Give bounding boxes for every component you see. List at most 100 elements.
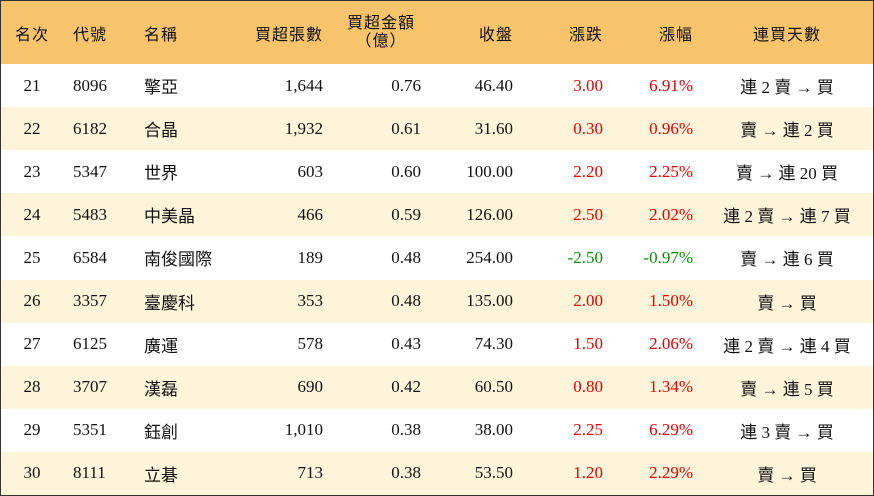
- table-cell: 漢磊: [144, 379, 178, 399]
- table-cell: 30: [23, 463, 41, 483]
- table-cell: 3357: [73, 291, 107, 311]
- table-cell: 連 2 賣 → 連 7 買: [723, 207, 851, 227]
- table-cell: 74.30: [474, 334, 513, 354]
- table-cell: 中美晶: [144, 207, 195, 227]
- table-cell: 21: [23, 75, 41, 95]
- table-cell: 1.34%: [649, 377, 693, 397]
- table-cell: 2.25%: [649, 161, 693, 181]
- table-cell: 353: [297, 291, 324, 311]
- table-cell: 賣 → 連 2 買: [740, 121, 834, 141]
- table-cell: 0.61: [391, 118, 421, 138]
- table-cell: 1.20: [573, 463, 603, 483]
- table-row: 25 6584 南俊國際 189 0.48 254.00 -2.50 -0.97% 賣 → 連 …: [1, 236, 873, 280]
- table-cell: 690: [297, 377, 324, 397]
- table-cell: 2.29%: [649, 463, 693, 483]
- table-cell: 23: [23, 161, 41, 181]
- table-cell: 6182: [73, 118, 107, 138]
- table-cell: 254.00: [466, 247, 513, 267]
- table-cell: 5483: [73, 204, 107, 224]
- table-cell: 0.76: [391, 75, 421, 95]
- table-cell: 立碁: [144, 465, 178, 485]
- table-cell: 2.06%: [649, 334, 693, 354]
- header-cell: 漲跌: [568, 26, 603, 44]
- table-row: 26 3357 臺慶科 353 0.48 135.00 2.00 1.50% 賣 → 買: [1, 279, 873, 323]
- header-cell: 收盤: [478, 26, 513, 44]
- table-cell: 27: [23, 334, 41, 354]
- table-row: 30 8111 立碁 713 0.38 53.50 1.20 2.29% 賣 → 買: [1, 451, 873, 495]
- header-line: （億）: [355, 32, 407, 50]
- header-cell: 連買天數: [752, 26, 821, 44]
- table-cell: 連 2 賣 → 買: [740, 78, 834, 98]
- table-cell: 鈺創: [144, 422, 178, 442]
- table-cell: 0.60: [391, 161, 421, 181]
- table-cell: 2.50: [573, 204, 603, 224]
- table-cell: 1,932: [284, 118, 323, 138]
- table-cell: 臺慶科: [144, 293, 195, 313]
- table-cell: 53.50: [474, 463, 513, 483]
- table-cell: 466: [297, 204, 324, 224]
- table-cell: 世界: [144, 164, 178, 184]
- table-cell: 1,644: [284, 75, 323, 95]
- table-cell: 24: [23, 204, 41, 224]
- table-cell: 擎亞: [144, 78, 178, 98]
- table-row: 21 8096 擎亞 1,644 0.76 46.40 3.00 6.91% 連 2 賣 → 買: [1, 64, 873, 108]
- table-row: 23 5347 世界 603 0.60 100.00 2.20 2.25% 賣 → 連 20 買: [1, 150, 873, 194]
- table-cell: 29: [23, 420, 41, 440]
- table-cell: 22: [23, 118, 41, 138]
- table-row: 28 3707 漢磊 690 0.42 60.50 0.80 1.34% 賣 → 連 5 買: [1, 365, 873, 409]
- header-cell: 買超金額 （億）: [331, 1, 431, 64]
- table-row: 29 5351 鈺創 1,010 0.38 38.00 2.25 6.29% 連 3 賣 → 買: [1, 408, 873, 452]
- table-cell: 713: [297, 463, 324, 483]
- table-cell: 100.00: [466, 161, 513, 181]
- header-cell: 名次: [14, 26, 49, 44]
- table-cell: 合晶: [144, 121, 178, 141]
- table-cell: 1.50: [573, 334, 603, 354]
- table-cell: 廣運: [144, 336, 178, 356]
- table-row: 27 6125 廣運 578 0.43 74.30 1.50 2.06% 連 2 賣 → 連 4…: [1, 322, 873, 366]
- table-cell: 賣 → 連 20 買: [736, 164, 838, 184]
- table-cell: 0.38: [391, 420, 421, 440]
- table-cell: -2.50: [567, 247, 603, 267]
- table-cell: 28: [23, 377, 41, 397]
- table-cell: 60.50: [474, 377, 513, 397]
- table-cell: -0.97%: [643, 247, 693, 267]
- table-cell: 603: [297, 161, 324, 181]
- table-cell: 0.38: [391, 463, 421, 483]
- table-cell: 2.25: [573, 420, 603, 440]
- table-cell: 3.00: [573, 75, 603, 95]
- table-cell: 0.30: [573, 118, 603, 138]
- header-line: 買超金額: [346, 14, 415, 32]
- table-row: 22 6182 合晶 1,932 0.61 31.60 0.30 0.96% 賣 → 連 2 買: [1, 107, 873, 151]
- table-cell: 0.48: [391, 291, 421, 311]
- table-cell: 6.29%: [649, 420, 693, 440]
- header-cell: 買超張數: [254, 26, 323, 44]
- header-row: 名次 代號 名稱 買超張數 買超金額 （億） 收盤 漲跌 漲幅 連買天數: [1, 1, 873, 64]
- table-cell: 0.42: [391, 377, 421, 397]
- header-cell: 代號: [73, 26, 108, 44]
- table-cell: 連 2 賣 → 連 4 買: [723, 336, 851, 356]
- table-cell: 31.60: [474, 118, 513, 138]
- table-cell: 6584: [73, 247, 107, 267]
- table-row: 24 5483 中美晶 466 0.59 126.00 2.50 2.02% 連 2 賣 → 連…: [1, 193, 873, 237]
- table-cell: 3707: [73, 377, 107, 397]
- table-cell: 5351: [73, 420, 107, 440]
- table-cell: 46.40: [474, 75, 513, 95]
- table-cell: 連 3 賣 → 買: [740, 422, 834, 442]
- table-cell: 126.00: [466, 204, 513, 224]
- table-cell: 1.50%: [649, 291, 693, 311]
- table-cell: 6.91%: [649, 75, 693, 95]
- table-cell: 2.02%: [649, 204, 693, 224]
- table-cell: 189: [297, 247, 324, 267]
- table-cell: 南俊國際: [144, 250, 212, 270]
- table-cell: 1,010: [284, 420, 323, 440]
- table-cell: 賣 → 連 5 買: [740, 379, 834, 399]
- table-cell: 0.48: [391, 247, 421, 267]
- table-cell: 0.43: [391, 334, 421, 354]
- table-cell: 25: [23, 247, 41, 267]
- table-cell: 5347: [73, 161, 107, 181]
- table-cell: 賣 → 連 6 買: [740, 250, 834, 270]
- header-cell: 漲幅: [658, 26, 693, 44]
- table-cell: 賣 → 買: [757, 465, 817, 485]
- table-cell: 135.00: [466, 291, 513, 311]
- table-cell: 0.96%: [649, 118, 693, 138]
